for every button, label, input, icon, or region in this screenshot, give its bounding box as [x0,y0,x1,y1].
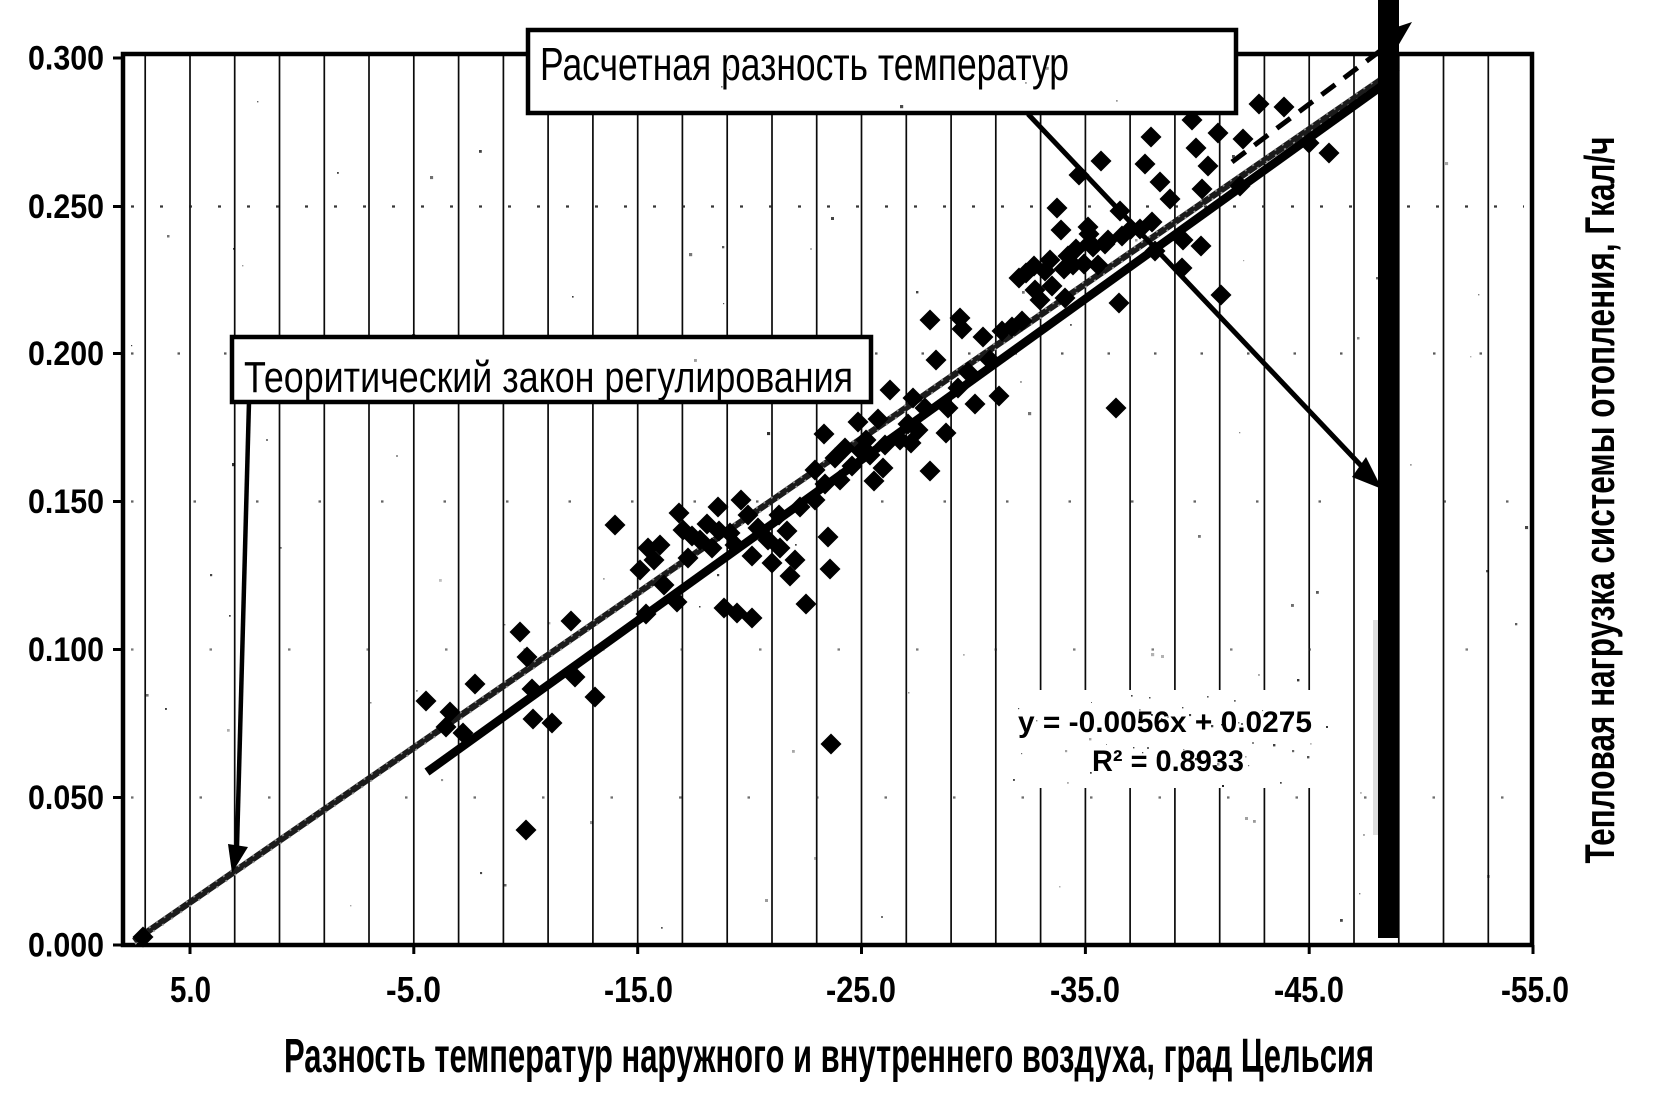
svg-text:-5.0: -5.0 [386,969,441,1010]
svg-text:0.100: 0.100 [28,631,104,669]
svg-text:-35.0: -35.0 [1050,969,1120,1010]
svg-text:0.000: 0.000 [28,927,104,965]
svg-text:Теоритический закон регулирова: Теоритический закон регулирования [244,353,853,402]
svg-text:Расчетная разность температур: Расчетная разность температур [540,38,1069,90]
svg-text:0.150: 0.150 [28,483,104,521]
svg-text:-55.0: -55.0 [1501,969,1569,1010]
svg-text:0.250: 0.250 [28,188,104,226]
svg-text:-45.0: -45.0 [1274,969,1344,1010]
svg-text:0.050: 0.050 [28,779,104,817]
svg-text:y = -0.0056x + 0.0275: y = -0.0056x + 0.0275 [1018,706,1312,739]
svg-text:Разность температур наружного: Разность температур наружного и внутренн… [284,1030,1374,1083]
svg-text:0.300: 0.300 [28,40,104,78]
svg-text:5.0: 5.0 [170,969,211,1010]
svg-text:-15.0: -15.0 [604,969,673,1010]
svg-text:Тепловая нагрузка системы отоп: Тепловая нагрузка системы отопления, Гка… [1576,137,1623,864]
svg-text:0.200: 0.200 [28,335,104,373]
svg-text:R² = 0.8933: R² = 0.8933 [1092,745,1244,778]
svg-text:-25.0: -25.0 [826,969,896,1010]
